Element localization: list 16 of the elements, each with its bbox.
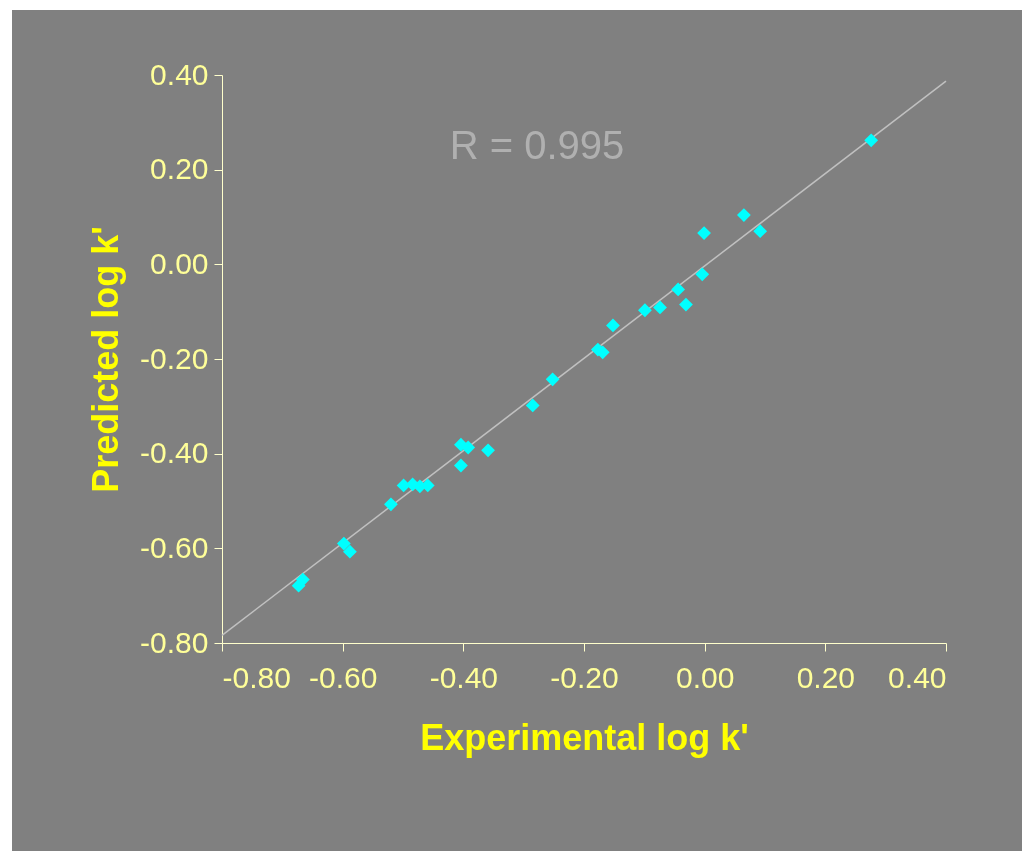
y-tick-label: 0.20 xyxy=(150,152,209,186)
y-tick-label: -0.60 xyxy=(140,530,209,564)
x-axis-title: Experimental log k' xyxy=(420,716,749,758)
y-tick-label: -0.20 xyxy=(140,341,209,375)
x-tick-label: -0.40 xyxy=(429,660,499,694)
y-tick-label: -0.40 xyxy=(140,436,209,470)
y-tick-label: -0.80 xyxy=(140,625,209,659)
y-tick-label: 0.40 xyxy=(150,57,209,91)
x-tick-label: 0.00 xyxy=(675,660,735,694)
x-tick-label: -0.20 xyxy=(550,660,619,694)
x-tick-label: 0.40 xyxy=(888,660,947,694)
x-tick-label: 0.20 xyxy=(796,660,856,694)
y-axis-title: Predicted log k' xyxy=(85,226,127,493)
x-tick-label: -0.80 xyxy=(222,660,291,694)
y-tick-label: 0.00 xyxy=(150,246,209,280)
x-tick-label: -0.60 xyxy=(308,660,378,694)
